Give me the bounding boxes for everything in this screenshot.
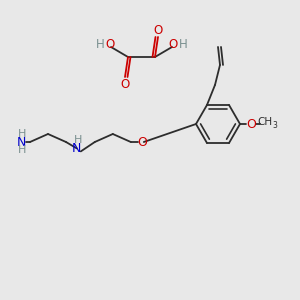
Text: H: H — [18, 145, 26, 155]
Text: H: H — [74, 135, 82, 146]
Text: 3: 3 — [272, 121, 277, 130]
Text: CH: CH — [257, 117, 273, 127]
Text: N: N — [72, 142, 82, 155]
Text: O: O — [168, 38, 178, 50]
Text: H: H — [178, 38, 188, 50]
Text: H: H — [96, 38, 104, 50]
Text: O: O — [105, 38, 115, 50]
Text: H: H — [18, 129, 26, 139]
Text: O: O — [153, 23, 163, 37]
Text: O: O — [120, 77, 130, 91]
Text: O: O — [137, 136, 147, 148]
Text: N: N — [16, 136, 26, 148]
Text: O: O — [246, 118, 256, 130]
